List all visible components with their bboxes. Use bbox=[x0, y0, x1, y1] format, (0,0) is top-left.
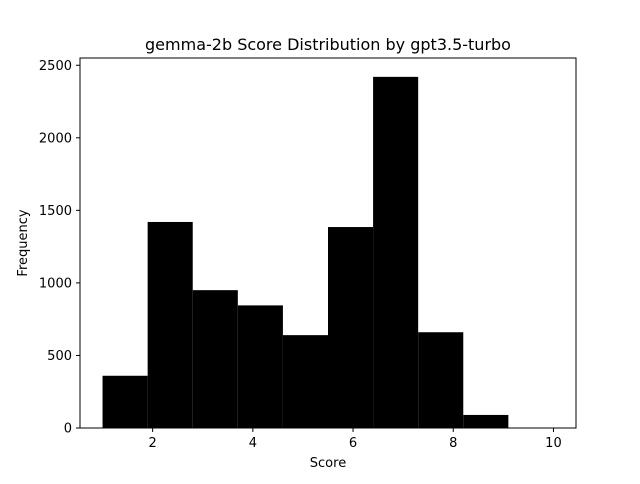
y-axis-label: Frequency bbox=[16, 209, 31, 276]
histogram-bar bbox=[147, 221, 193, 428]
x-tick-label: 2 bbox=[149, 436, 157, 451]
plot-frame bbox=[79, 57, 577, 429]
y-tick-label: 2500 bbox=[39, 59, 72, 74]
histogram-bar bbox=[102, 375, 148, 428]
x-tick-label: 6 bbox=[349, 436, 357, 451]
histogram-bars bbox=[102, 76, 509, 429]
histogram-bar bbox=[282, 335, 328, 428]
y-axis-ticks: 0 500 1000 1500 2000 2500 bbox=[39, 59, 80, 437]
histogram-bar bbox=[463, 414, 509, 428]
histogram-bar bbox=[418, 332, 464, 428]
histogram-bar bbox=[237, 305, 283, 428]
histogram-bar bbox=[192, 290, 238, 428]
x-axis-ticks: 2 4 6 8 10 bbox=[149, 428, 562, 451]
chart-title: gemma-2b Score Distribution by gpt3.5-tu… bbox=[145, 35, 511, 54]
histogram-bar bbox=[328, 227, 374, 428]
histogram-bar bbox=[373, 76, 419, 429]
y-tick-label: 500 bbox=[47, 349, 72, 364]
y-tick-label: 1000 bbox=[39, 276, 72, 291]
x-tick-label: 8 bbox=[449, 436, 457, 451]
x-tick-label: 10 bbox=[545, 436, 562, 451]
x-axis-label: Score bbox=[310, 456, 346, 471]
x-tick-label: 4 bbox=[249, 436, 257, 451]
y-tick-label: 2000 bbox=[39, 131, 72, 146]
y-tick-label: 0 bbox=[64, 422, 72, 437]
y-tick-label: 1500 bbox=[39, 204, 72, 219]
